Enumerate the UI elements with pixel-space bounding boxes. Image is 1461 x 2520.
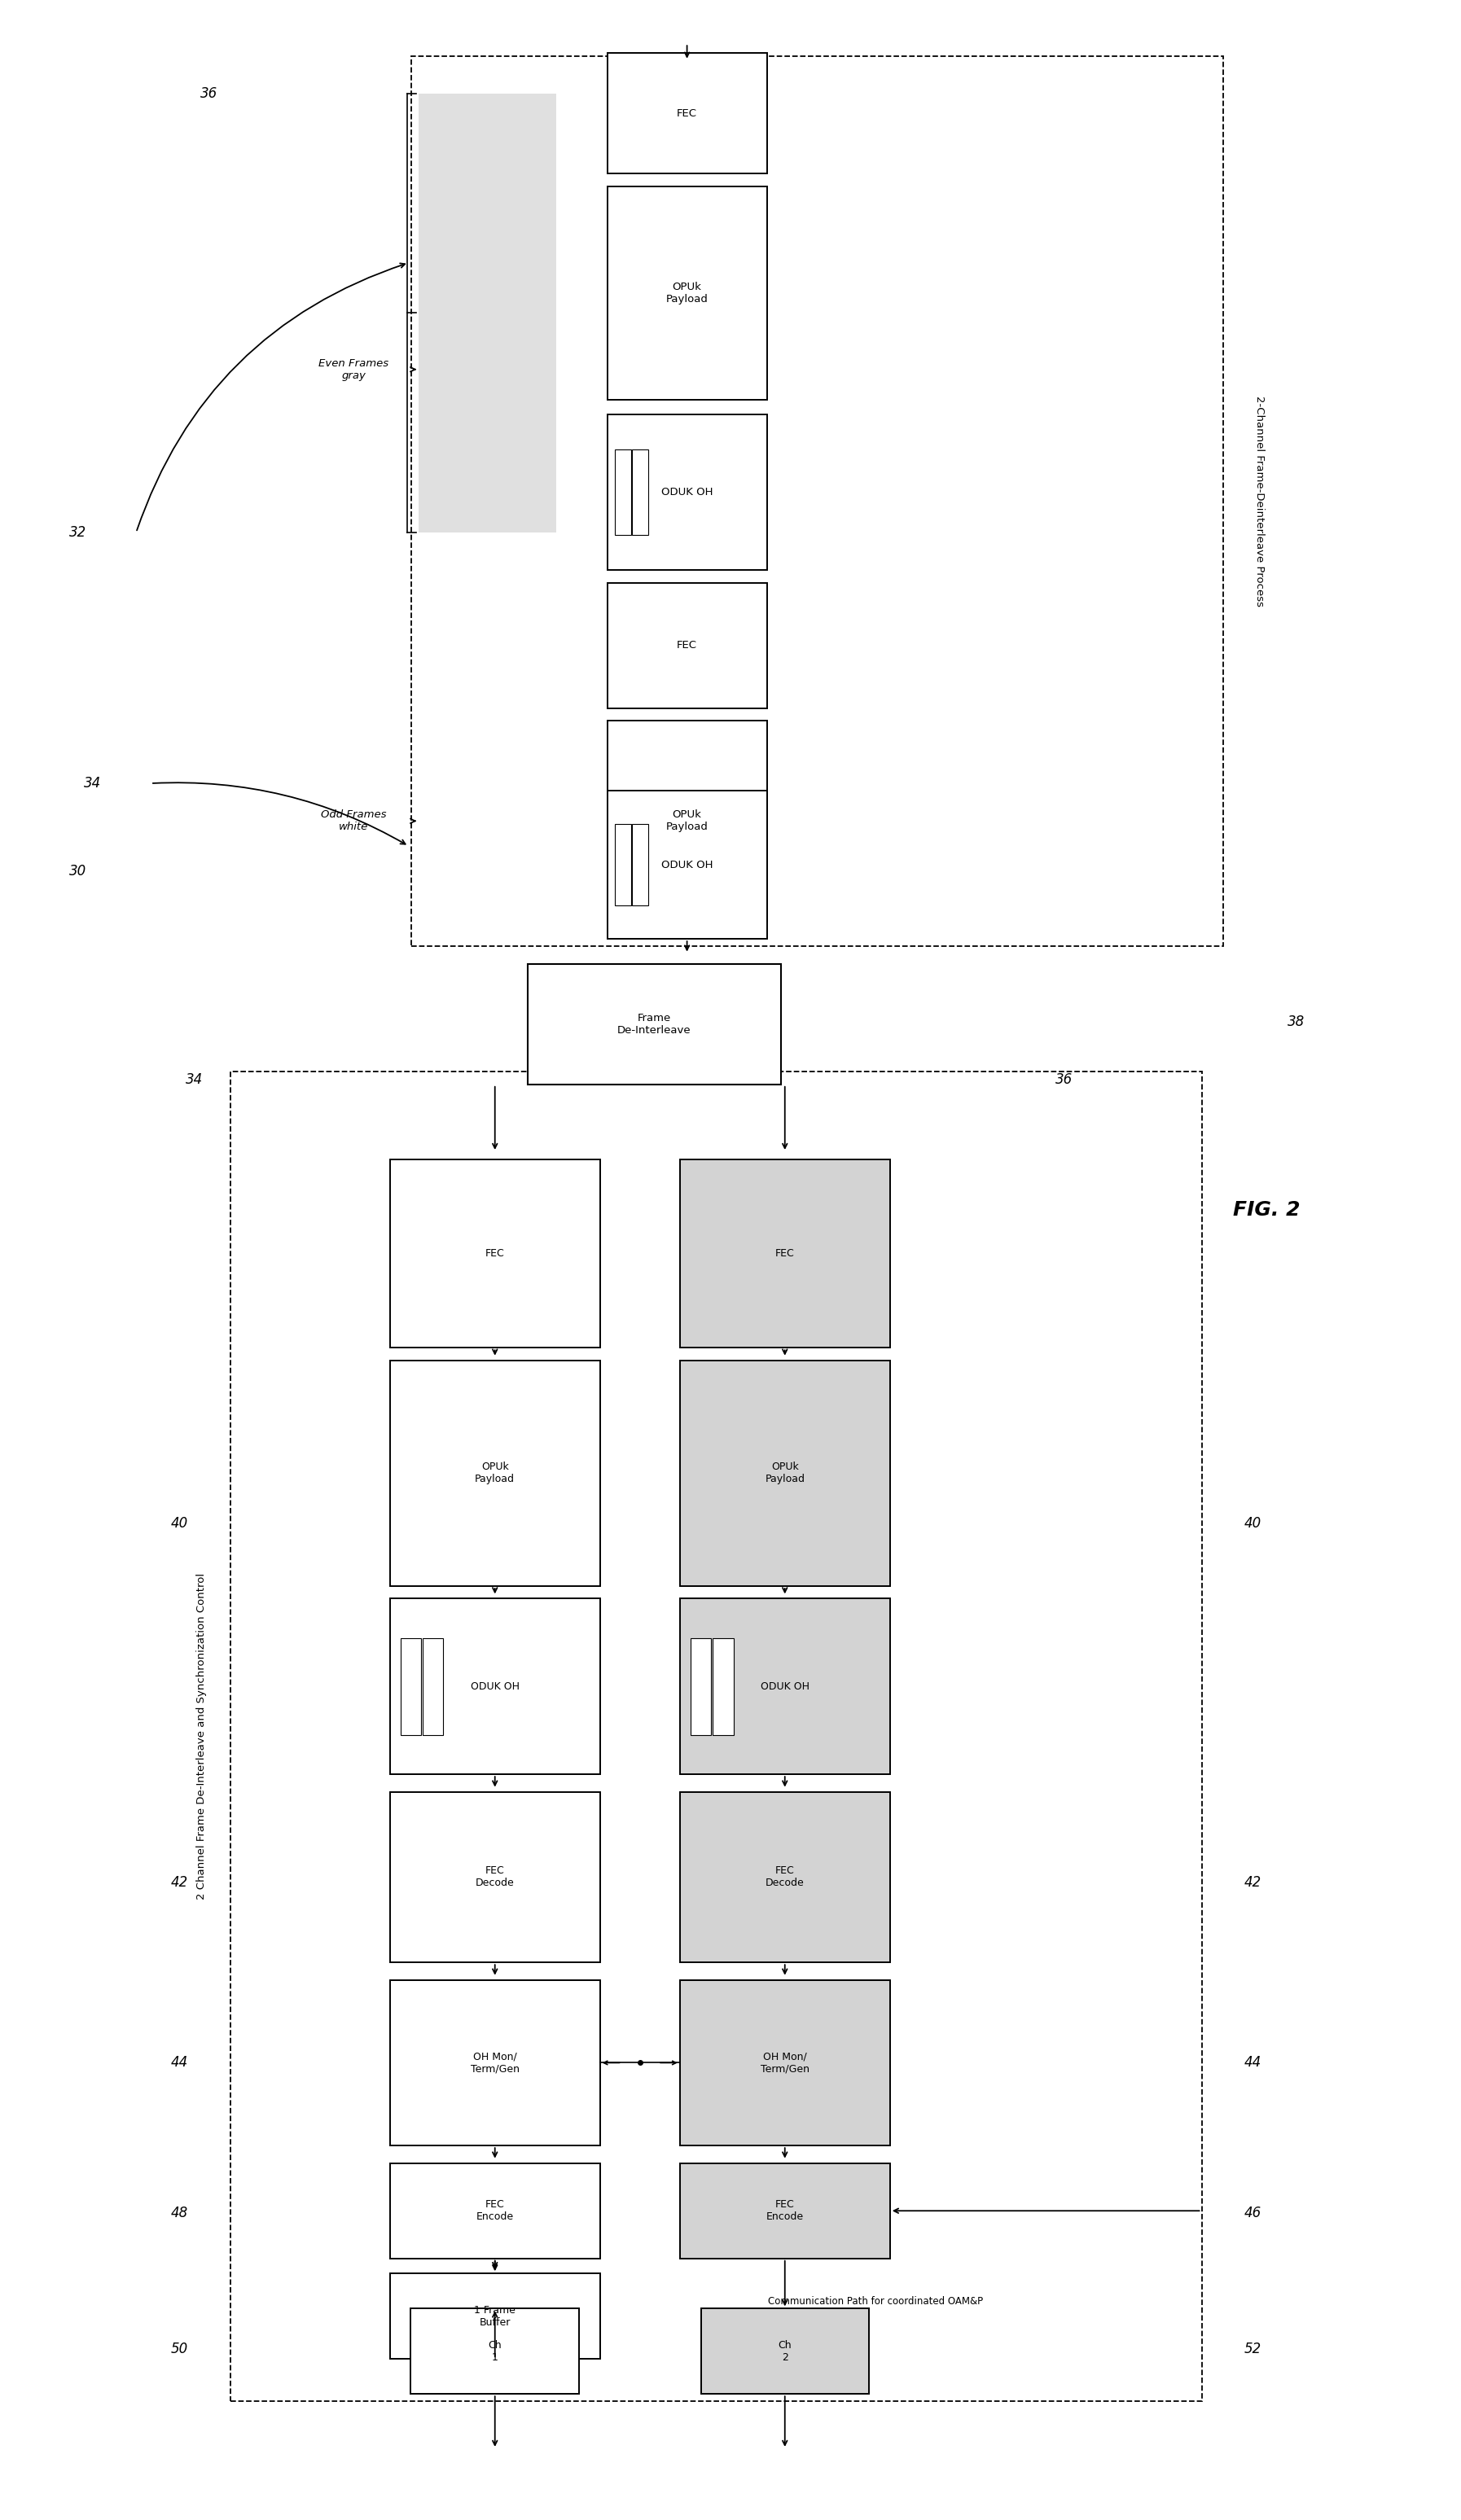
Bar <box>633 449 647 534</box>
Text: OPUk
Payload: OPUk Payload <box>666 809 709 832</box>
Text: FEC: FEC <box>676 108 697 118</box>
Text: Frame
De-Interleave: Frame De-Interleave <box>618 1013 691 1036</box>
Bar <box>390 1361 600 1585</box>
Text: 42: 42 <box>1243 1875 1261 1890</box>
Bar <box>390 1159 600 1348</box>
Bar <box>679 2162 890 2258</box>
Text: FEC
Encode: FEC Encode <box>476 2200 514 2223</box>
Bar <box>713 1638 733 1734</box>
Text: Even Frames
gray: Even Frames gray <box>318 358 389 381</box>
Text: Ch
1: Ch 1 <box>488 2341 501 2364</box>
Bar <box>400 1638 421 1734</box>
Bar <box>608 186 767 401</box>
Bar <box>411 2308 579 2394</box>
Bar <box>690 1638 712 1734</box>
Text: 44: 44 <box>1243 2056 1261 2069</box>
Bar <box>679 1159 890 1348</box>
Text: 40: 40 <box>1243 1517 1261 1530</box>
Text: OPUk
Payload: OPUk Payload <box>766 1462 805 1484</box>
Bar <box>231 1071 1201 2402</box>
Bar <box>608 53 767 174</box>
Bar <box>527 965 782 1084</box>
Text: 42: 42 <box>171 1875 188 1890</box>
Text: 34: 34 <box>186 1071 203 1086</box>
Text: FEC
Encode: FEC Encode <box>766 2200 804 2223</box>
Bar <box>390 1981 600 2145</box>
Text: 32: 32 <box>70 524 86 539</box>
Text: Odd Frames
white: Odd Frames white <box>321 809 386 832</box>
Text: 2-Channel Frame-Deinterleave Process: 2-Channel Frame-Deinterleave Process <box>1255 396 1265 607</box>
Text: FEC
Decode: FEC Decode <box>766 1865 805 1887</box>
Text: 1 Frame
Buffer: 1 Frame Buffer <box>475 2306 516 2328</box>
Text: ODUK OH: ODUK OH <box>760 1681 809 1691</box>
Text: 48: 48 <box>171 2205 188 2220</box>
Text: ODUK OH: ODUK OH <box>470 1681 519 1691</box>
Text: FEC
Decode: FEC Decode <box>475 1865 514 1887</box>
Text: ODUK OH: ODUK OH <box>662 859 713 869</box>
Bar <box>422 1638 444 1734</box>
Text: 38: 38 <box>1287 1016 1305 1028</box>
Bar <box>419 93 557 532</box>
Text: 36: 36 <box>1055 1071 1072 1086</box>
Text: FEC: FEC <box>676 640 697 650</box>
Text: ODUK OH: ODUK OH <box>662 486 713 496</box>
Bar <box>608 582 767 708</box>
Text: FEC: FEC <box>485 1247 504 1260</box>
Text: FIG. 2: FIG. 2 <box>1233 1200 1300 1220</box>
Bar <box>679 1361 890 1585</box>
Text: FEC: FEC <box>776 1247 795 1260</box>
Bar <box>390 2273 600 2359</box>
Text: Ch
2: Ch 2 <box>779 2341 792 2364</box>
Bar <box>390 1598 600 1774</box>
Text: 34: 34 <box>83 776 101 791</box>
Text: 44: 44 <box>171 2056 188 2069</box>
Bar <box>615 449 631 534</box>
Bar <box>608 721 767 922</box>
Bar <box>608 416 767 570</box>
Bar <box>679 1981 890 2145</box>
Bar <box>679 1792 890 1963</box>
Bar <box>615 824 631 905</box>
Bar <box>390 1792 600 1963</box>
Text: 50: 50 <box>171 2341 188 2356</box>
Bar <box>412 55 1223 948</box>
Text: OPUk
Payload: OPUk Payload <box>666 282 709 305</box>
Text: OPUk
Payload: OPUk Payload <box>475 1462 514 1484</box>
Text: Communication Path for coordinated OAM&P: Communication Path for coordinated OAM&P <box>768 2296 983 2306</box>
Text: 46: 46 <box>1243 2205 1261 2220</box>
Text: OH Mon/
Term/Gen: OH Mon/ Term/Gen <box>760 2051 809 2074</box>
Text: 2 Channel Frame De-Interleave and Synchronization Control: 2 Channel Frame De-Interleave and Synchr… <box>196 1572 206 1900</box>
Bar <box>701 2308 869 2394</box>
Text: 52: 52 <box>1243 2341 1261 2356</box>
Text: 40: 40 <box>171 1517 188 1530</box>
Bar <box>608 791 767 940</box>
Bar <box>390 2162 600 2258</box>
Text: 30: 30 <box>70 864 86 879</box>
Bar <box>679 1598 890 1774</box>
Text: 36: 36 <box>200 86 218 101</box>
Text: OH Mon/
Term/Gen: OH Mon/ Term/Gen <box>470 2051 519 2074</box>
Bar <box>633 824 647 905</box>
